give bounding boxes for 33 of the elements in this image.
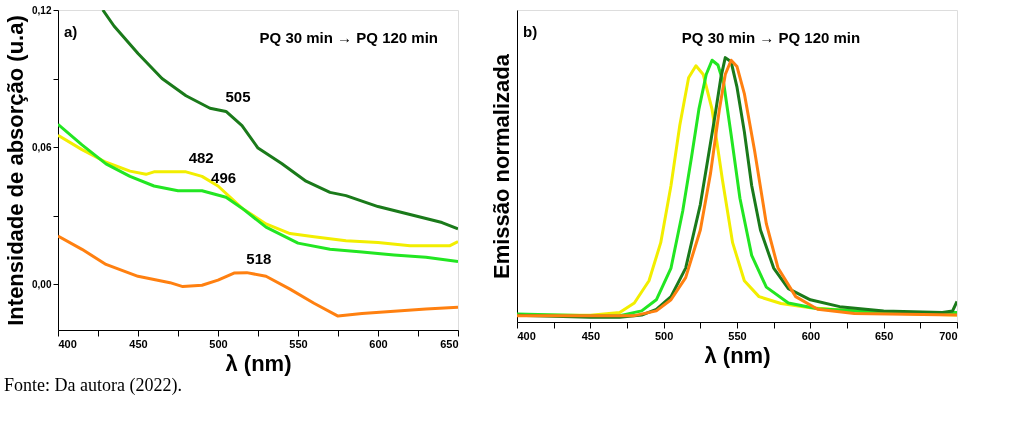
line-series: [58, 133, 458, 248]
x-tick-label: 550: [289, 337, 308, 350]
x-axis-title: λ (nm): [704, 342, 771, 368]
x-tick-label: 600: [369, 337, 388, 350]
y-axis-title: Emissão normalizada: [488, 53, 514, 279]
x-tick-label: 550: [728, 329, 747, 342]
x-tick-label: 400: [517, 329, 536, 342]
x-tick-label: 450: [581, 329, 601, 342]
y-axis-title: Intensidade de absorção (u.a): [3, 15, 29, 326]
annotation: 496: [211, 168, 237, 186]
y-tick-label: 0,00: [32, 278, 52, 290]
annotation: 482: [188, 148, 214, 166]
text: PQ 30 min → PQ 120 min: [681, 29, 861, 46]
annotation: 518: [246, 249, 272, 267]
line-series: [101, 10, 458, 231]
x-tick-label: 400: [58, 337, 77, 350]
x-tick-label: 500: [209, 337, 228, 350]
line-series: [58, 122, 458, 263]
text: b): [523, 23, 538, 40]
x-tick-label: 650: [440, 337, 459, 350]
source-note: Fonte: Da autora (2022).: [4, 374, 182, 396]
line-series: [58, 234, 458, 318]
x-tick-label: 600: [801, 329, 821, 342]
annotation: 505: [225, 88, 251, 106]
annotation: PQ 30 min → PQ 120 min: [259, 29, 438, 46]
y-tick-label: 0,12: [32, 4, 52, 16]
x-tick-label: 700: [939, 329, 958, 342]
x-axis-title: λ (nm): [225, 350, 292, 376]
x-tick-label: 500: [654, 329, 674, 342]
x-tick-label: 650: [874, 329, 894, 342]
annotation: a): [64, 23, 78, 40]
y-tick-label: 0,06: [32, 141, 52, 153]
x-tick-label: 450: [129, 337, 148, 350]
